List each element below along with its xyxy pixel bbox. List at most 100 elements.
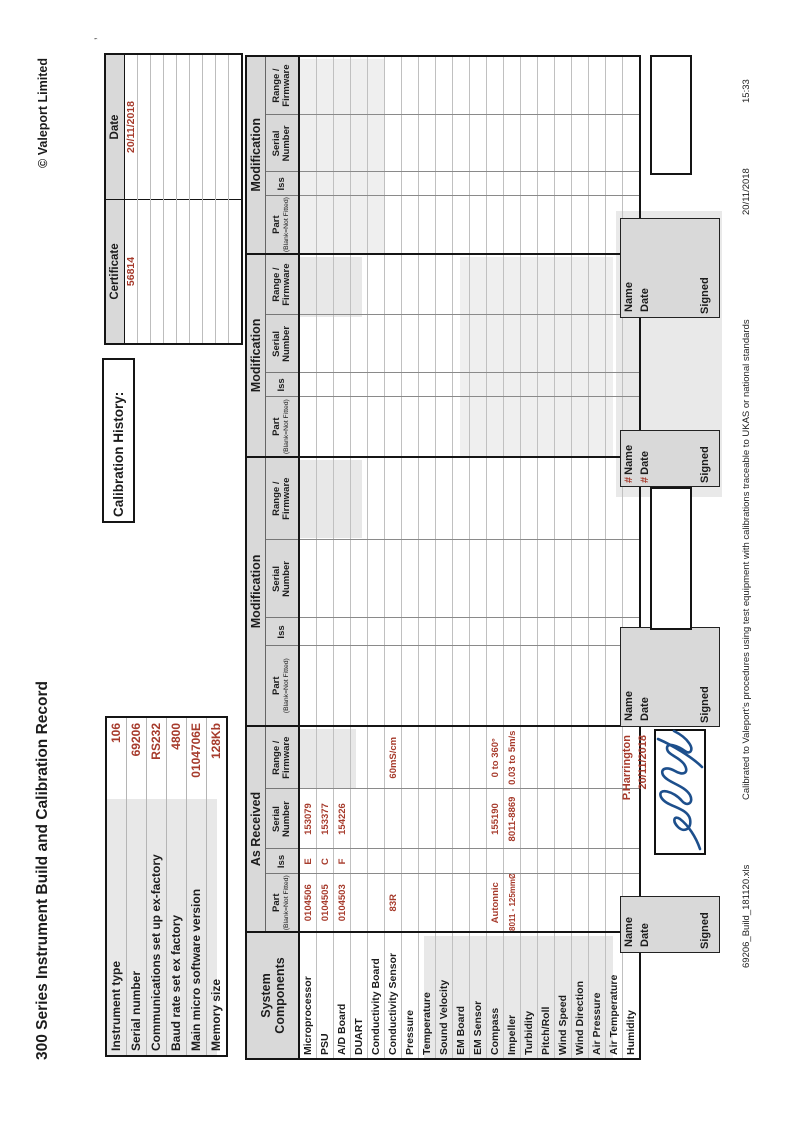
cell-part [503,645,521,726]
info-label: Memory size [209,978,223,1051]
cell-part [418,195,436,254]
cell-iss: C [316,849,334,874]
calibration-row [228,55,241,343]
cell-range [520,456,538,540]
calibration-row [137,55,150,343]
signed-label: Signed [699,277,711,314]
table-row: Conductivity Sensor 83R 60mS/cm [384,55,402,1059]
cell-part [367,195,385,254]
cell-part [537,874,555,932]
page-title: 300 Series Instrument Build and Calibrat… [34,681,51,1060]
cell-serial [367,114,385,172]
footer-disclaimer: Calibrated to Valeport's procedures usin… [741,319,752,800]
cell-part [537,645,555,726]
cell-range [452,456,470,540]
signature-box-empty [650,55,692,175]
cell-part [401,645,419,726]
range-column-header: Range / Firmware [265,725,299,789]
cell-serial [469,539,487,618]
table-row: Wind Direction [571,55,589,1059]
calibration-row [202,55,215,343]
cell-iss [469,849,487,874]
component-name: Conductivity Sensor [384,932,402,1059]
cell-range [299,253,317,315]
calibration-history-body: 56814 20/11/2018 [125,55,241,343]
cell-iss [299,617,317,646]
date-cell [190,55,202,199]
copyright-notice: © Valeport Limited [36,58,50,168]
cell-part [452,645,470,726]
cell-serial [605,114,623,172]
cell-serial [350,539,368,618]
calibration-row [163,55,176,343]
cell-range [520,55,538,115]
serial-column-header: Serial Number [265,539,299,618]
cell-part [333,195,351,254]
cell-iss [435,372,453,397]
cell-serial [299,114,317,172]
cell-part [486,396,504,457]
signature-block-modification-1: Name Date Signed [620,627,720,727]
info-row: Memory size 128Kb [206,718,226,1055]
cell-part [350,396,368,457]
certificate-cell [203,199,215,343]
date-label: Date [639,923,651,947]
info-row: Instrument type 106 [107,718,126,1055]
cell-part [571,195,589,254]
table-row: Compass Autonnic 155190 0 to 360° [486,55,504,1059]
cell-iss [486,617,504,646]
cell-iss [554,171,572,196]
cell-part [435,396,453,457]
cell-serial [622,314,640,373]
cell-serial [588,114,606,172]
cell-range [605,55,623,115]
cell-serial [333,114,351,172]
cell-serial [435,789,453,849]
cell-serial [401,114,419,172]
cell-iss [503,171,521,196]
signed-label: Signed [699,912,711,949]
cell-part [367,645,385,726]
handwritten-signature [656,729,704,851]
info-value: 106 [109,723,123,744]
cell-range [367,55,385,115]
certificate-column-header: Certificate [106,199,124,343]
cell-iss [469,617,487,646]
calibration-history-heading: Calibration History: [102,358,135,523]
info-label: Communications set up ex-factory [149,854,163,1051]
cell-range [333,55,351,115]
cell-serial [384,114,402,172]
cell-part [452,195,470,254]
cell-range [537,725,555,789]
cell-iss [401,617,419,646]
cell-part [350,195,368,254]
cell-serial [520,114,538,172]
cell-serial [316,114,334,172]
cell-iss [384,372,402,397]
cell-range [503,456,521,540]
cell-range [299,55,317,115]
info-value: 69206 [129,723,143,757]
signed-label: Signed [699,686,711,723]
serial-column-header: Serial Number [265,314,299,373]
table-header: System Components As Received Modificatio… [246,55,299,1059]
table-body: Microprocessor 0104506 E 153079 PSU 0104505 C 1… [299,55,640,1059]
calibration-row [189,55,202,343]
cell-serial [384,539,402,618]
cell-part [333,645,351,726]
cell-part: 8011 - 125mmØ [503,874,521,932]
component-name: Wind Direction [571,932,589,1059]
instrument-info-table: Instrument type 106 Serial number 69206 Comm… [105,716,228,1057]
cell-iss [554,849,572,874]
cell-range [384,253,402,315]
cell-range [469,55,487,115]
cell-iss [350,171,368,196]
cell-part [384,396,402,457]
cell-serial [554,539,572,618]
cell-range [418,253,436,315]
cell-iss [401,849,419,874]
iss-column-header: Iss [265,171,299,196]
name-label: Name [623,917,635,947]
component-name: EM Board [452,932,470,1059]
cell-iss [571,849,589,874]
